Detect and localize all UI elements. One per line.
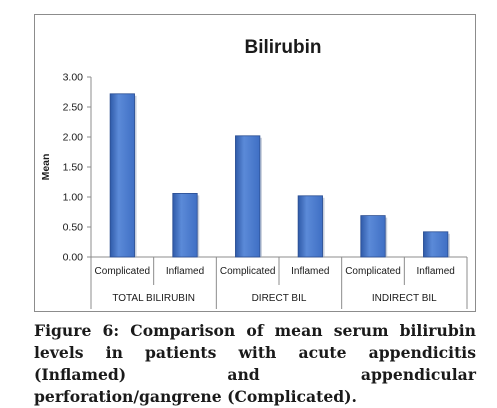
bar-chart: Bilirubin 0.00 0.50 1.00 1.50 2.00 2.50 3.00 Mea… — [40, 37, 468, 309]
chart-title: Bilirubin — [244, 37, 321, 58]
y-tick-label: 3.00 — [63, 72, 84, 84]
y-tick-label: 0.50 — [63, 222, 84, 234]
group-label: DIRECT BIL — [252, 293, 307, 304]
bar — [297, 195, 323, 258]
group-label: TOTAL BILIRUBIN — [112, 293, 195, 304]
category-label: Complicated — [220, 266, 276, 277]
y-tick-label: 1.00 — [63, 192, 84, 204]
bar — [235, 135, 261, 258]
figure-caption: Figure 6: Comparison of mean serum bilir… — [34, 321, 476, 406]
chart-frame: Bilirubin 0.00 0.50 1.00 1.50 2.00 2.50 3.00 Mea… — [34, 14, 476, 312]
bar — [172, 192, 198, 258]
category-label: Inflamed — [416, 266, 454, 277]
bar — [423, 231, 449, 258]
bar — [360, 215, 386, 258]
y-axis-label: Mean — [40, 154, 52, 181]
y-tick-label: 2.00 — [63, 132, 84, 144]
y-tick-label: 0.00 — [63, 252, 84, 264]
y-tick-label: 2.50 — [63, 102, 84, 114]
category-label: Inflamed — [291, 266, 329, 277]
category-label: Complicated — [95, 266, 151, 277]
y-tick-label: 1.50 — [63, 162, 84, 174]
bar — [109, 93, 135, 258]
category-label: Complicated — [345, 266, 401, 277]
category-label: Inflamed — [166, 266, 204, 277]
group-label: INDIRECT BIL — [372, 293, 437, 304]
